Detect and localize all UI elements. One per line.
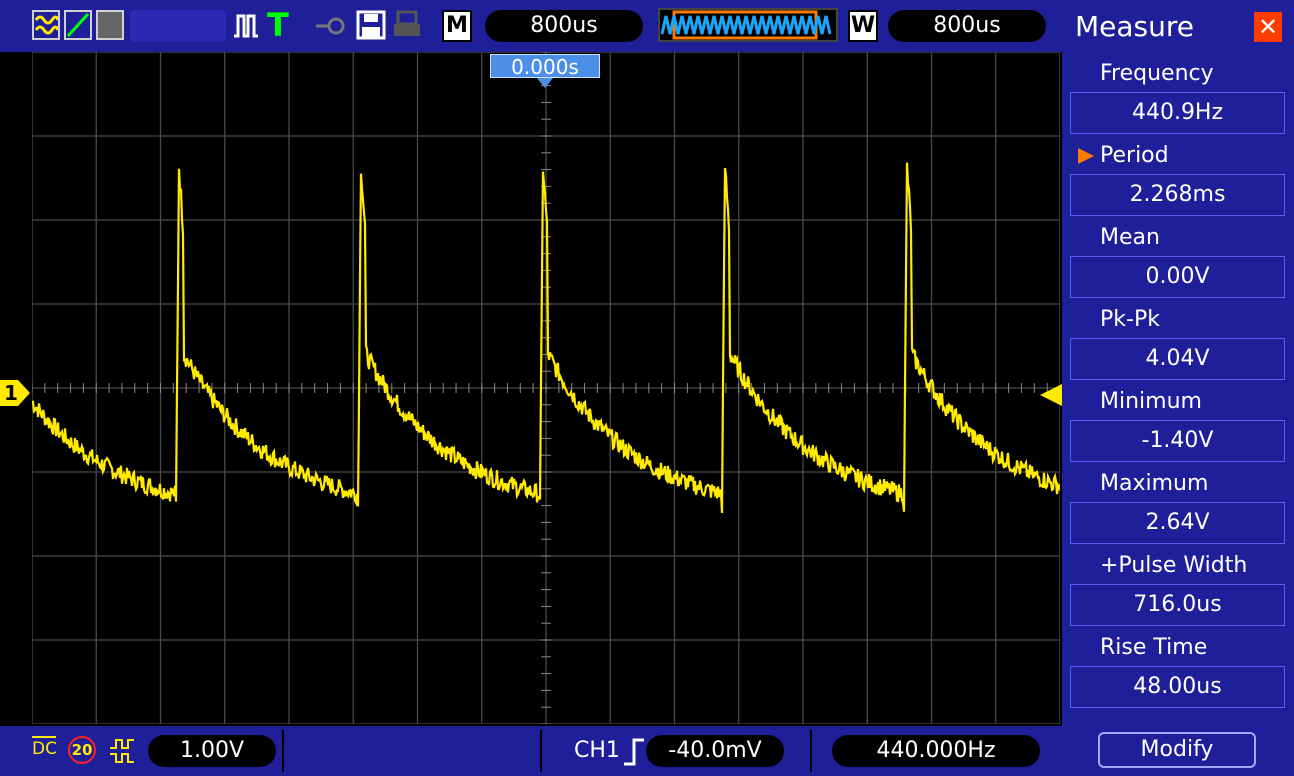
measure-item-value: -1.40V (1070, 420, 1285, 462)
bandwidth-limit-icon[interactable]: 20 (68, 736, 96, 764)
measure-item-value: 0.00V (1070, 256, 1285, 298)
trigger-level-marker[interactable] (1040, 384, 1062, 410)
measure-item-label[interactable]: Period (1100, 143, 1169, 168)
ramp-icon[interactable] (64, 10, 92, 40)
m-label: M (446, 13, 468, 38)
waveform-memory-icon (658, 8, 838, 42)
selected-arrow-icon (1078, 148, 1094, 164)
measure-item-label[interactable]: Maximum (1100, 471, 1209, 496)
measure-item-value: 48.00us (1070, 666, 1285, 708)
horizontal-time-value[interactable]: 800us (485, 10, 643, 42)
measure-panel (1062, 0, 1294, 776)
channel1-marker[interactable]: 1 (0, 380, 32, 406)
measure-item-value: 2.64V (1070, 502, 1285, 544)
scope-display (32, 52, 1060, 724)
volts-per-div[interactable]: 1.00V (148, 735, 276, 767)
time-offset-arrow (537, 78, 553, 88)
trigger-edge-icon[interactable] (622, 738, 644, 770)
measure-item-label[interactable]: Mean (1100, 225, 1160, 250)
modify-button[interactable]: Modify (1098, 732, 1256, 768)
measure-item-value: 716.0us (1070, 584, 1285, 626)
time-offset-label: 0.000s (511, 55, 579, 79)
blank-slot (130, 10, 226, 42)
measure-item-label[interactable]: Rise Time (1100, 635, 1208, 660)
measure-title: Measure (1075, 10, 1194, 43)
invert-icon[interactable] (108, 738, 136, 768)
w-label: W (850, 13, 876, 38)
modify-label: Modify (1140, 737, 1214, 762)
measure-item-label[interactable]: Minimum (1100, 389, 1202, 414)
trigger-channel[interactable]: CH1 (574, 738, 620, 763)
bandwidth-limit-label: 20 (71, 741, 93, 759)
measure-item-label[interactable]: Pk-Pk (1100, 307, 1160, 332)
trigger-frequency: 440.000Hz (832, 735, 1040, 767)
display-icon[interactable] (96, 10, 124, 40)
trigger-level[interactable]: -40.0mV (646, 735, 784, 767)
close-icon: ✕ (1257, 13, 1279, 41)
channel1-label: 1 (4, 381, 18, 405)
trigger-T-icon[interactable]: T (267, 6, 289, 44)
measure-item-label[interactable]: Frequency (1100, 61, 1214, 86)
divider-3 (810, 730, 812, 772)
w-icon: W (848, 10, 878, 42)
m-icon: M (442, 10, 472, 42)
math-icon[interactable] (32, 10, 60, 40)
probe-icon[interactable] (314, 14, 348, 42)
coupling-icon[interactable]: DC (32, 736, 57, 759)
measure-item-value: 4.04V (1070, 338, 1285, 380)
measure-item-value: 2.268ms (1070, 174, 1285, 216)
divider-2 (540, 730, 542, 772)
window-time-value[interactable]: 800us (888, 10, 1046, 42)
close-button[interactable]: ✕ (1254, 12, 1282, 42)
time-offset-marker[interactable]: 0.000s (490, 54, 600, 79)
measure-item-value: 440.9Hz (1070, 92, 1285, 134)
save-icon[interactable] (356, 10, 386, 44)
print-icon[interactable] (392, 10, 422, 44)
pulse-icon[interactable] (232, 12, 260, 44)
divider-1 (282, 730, 284, 772)
coupling-label: DC (32, 739, 57, 759)
channel1-trace (32, 162, 1060, 514)
measure-item-label[interactable]: +Pulse Width (1100, 553, 1248, 578)
